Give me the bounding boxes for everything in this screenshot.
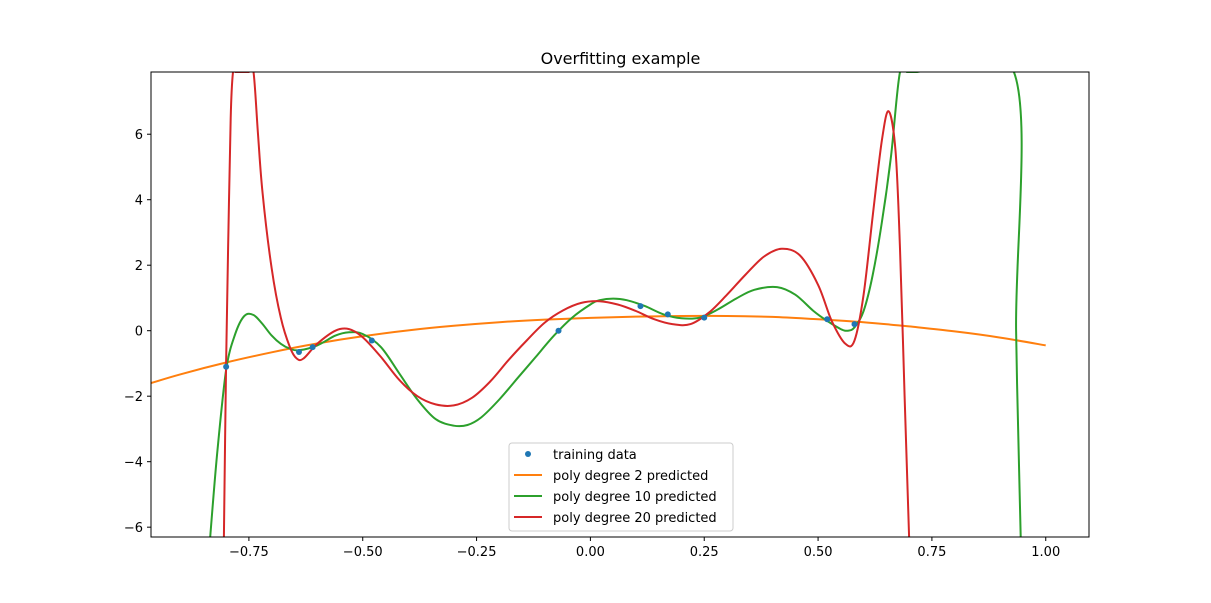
training-data-point [701,314,708,321]
y-tick-label: 6 [135,128,143,143]
training-data-point [637,303,644,310]
training-data-point [555,327,562,334]
x-tick-label: 0.25 [690,545,719,560]
training-data-point [824,316,831,323]
legend: training data poly degree 2 predicted poly… [508,442,734,532]
legend-label: poly degree 20 predicted [553,511,717,526]
series-poly-degree-2-predicted-line [151,314,1046,385]
x-tick-label: 0.00 [576,545,605,560]
legend-label: poly degree 10 predicted [553,490,717,505]
training-data-point [309,344,316,351]
series-poly-degree-20-predicted-line [222,72,911,537]
y-tick-label: 2 [135,259,143,274]
legend-label: training data [553,448,637,463]
x-tick-label: −0.75 [229,545,269,560]
legend-marker [525,451,531,457]
training-data-point [295,348,302,355]
chart-title: Overfitting example [541,49,701,68]
x-tick-label: 0.75 [917,545,946,560]
y-tick-label: −6 [124,521,143,536]
training-data-point [664,311,671,318]
y-axis: −6 −4 −2 0 2 4 6 [124,128,151,536]
plot-area [151,72,1046,537]
y-tick-label: −2 [124,390,143,405]
x-tick-label: 1.00 [1031,545,1060,560]
legend-label: poly degree 2 predicted [553,469,708,484]
x-tick-label: −0.25 [457,545,497,560]
x-axis: −0.75 −0.50 −0.25 0.00 0.25 0.50 0.75 1.00 [229,537,1060,560]
training-data-point [851,321,858,328]
y-tick-label: −4 [124,456,143,471]
plot-frame [150,71,1090,538]
x-tick-label: 0.50 [804,545,833,560]
legend-box [508,442,734,532]
y-tick-label: 4 [135,194,143,209]
x-tick-label: −0.50 [343,545,383,560]
training-data-point [368,337,375,344]
y-tick-label: 0 [135,325,143,340]
training-data-point [223,363,230,370]
